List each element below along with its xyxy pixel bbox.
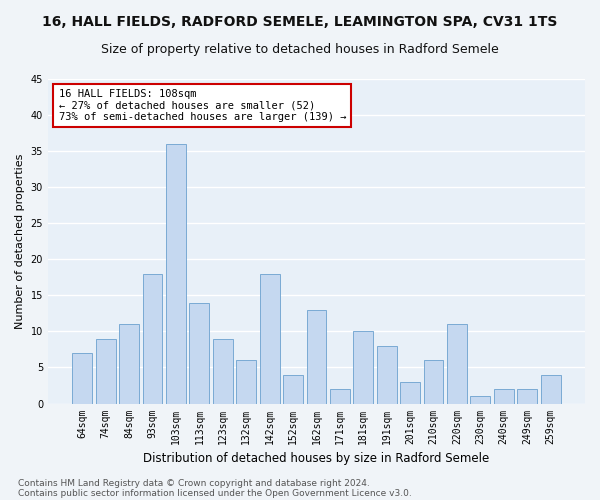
X-axis label: Distribution of detached houses by size in Radford Semele: Distribution of detached houses by size … bbox=[143, 452, 490, 465]
Text: 16, HALL FIELDS, RADFORD SEMELE, LEAMINGTON SPA, CV31 1TS: 16, HALL FIELDS, RADFORD SEMELE, LEAMING… bbox=[43, 15, 557, 29]
Bar bbox=[73, 353, 92, 404]
Text: Contains public sector information licensed under the Open Government Licence v3: Contains public sector information licen… bbox=[18, 488, 412, 498]
Bar bbox=[400, 382, 420, 404]
Bar bbox=[283, 374, 303, 404]
Bar bbox=[190, 302, 209, 404]
Bar bbox=[260, 274, 280, 404]
Bar bbox=[541, 374, 560, 404]
Bar bbox=[353, 332, 373, 404]
Bar bbox=[166, 144, 186, 404]
Text: Contains HM Land Registry data © Crown copyright and database right 2024.: Contains HM Land Registry data © Crown c… bbox=[18, 478, 370, 488]
Text: 16 HALL FIELDS: 108sqm
← 27% of detached houses are smaller (52)
73% of semi-det: 16 HALL FIELDS: 108sqm ← 27% of detached… bbox=[59, 88, 346, 122]
Bar bbox=[494, 389, 514, 404]
Bar bbox=[377, 346, 397, 404]
Bar bbox=[96, 338, 116, 404]
Bar bbox=[143, 274, 163, 404]
Bar bbox=[424, 360, 443, 404]
Bar bbox=[470, 396, 490, 404]
Bar bbox=[119, 324, 139, 404]
Bar bbox=[517, 389, 537, 404]
Bar bbox=[447, 324, 467, 404]
Bar bbox=[213, 338, 233, 404]
Bar bbox=[330, 389, 350, 404]
Text: Size of property relative to detached houses in Radford Semele: Size of property relative to detached ho… bbox=[101, 42, 499, 56]
Bar bbox=[307, 310, 326, 404]
Y-axis label: Number of detached properties: Number of detached properties bbox=[15, 154, 25, 329]
Bar bbox=[236, 360, 256, 404]
